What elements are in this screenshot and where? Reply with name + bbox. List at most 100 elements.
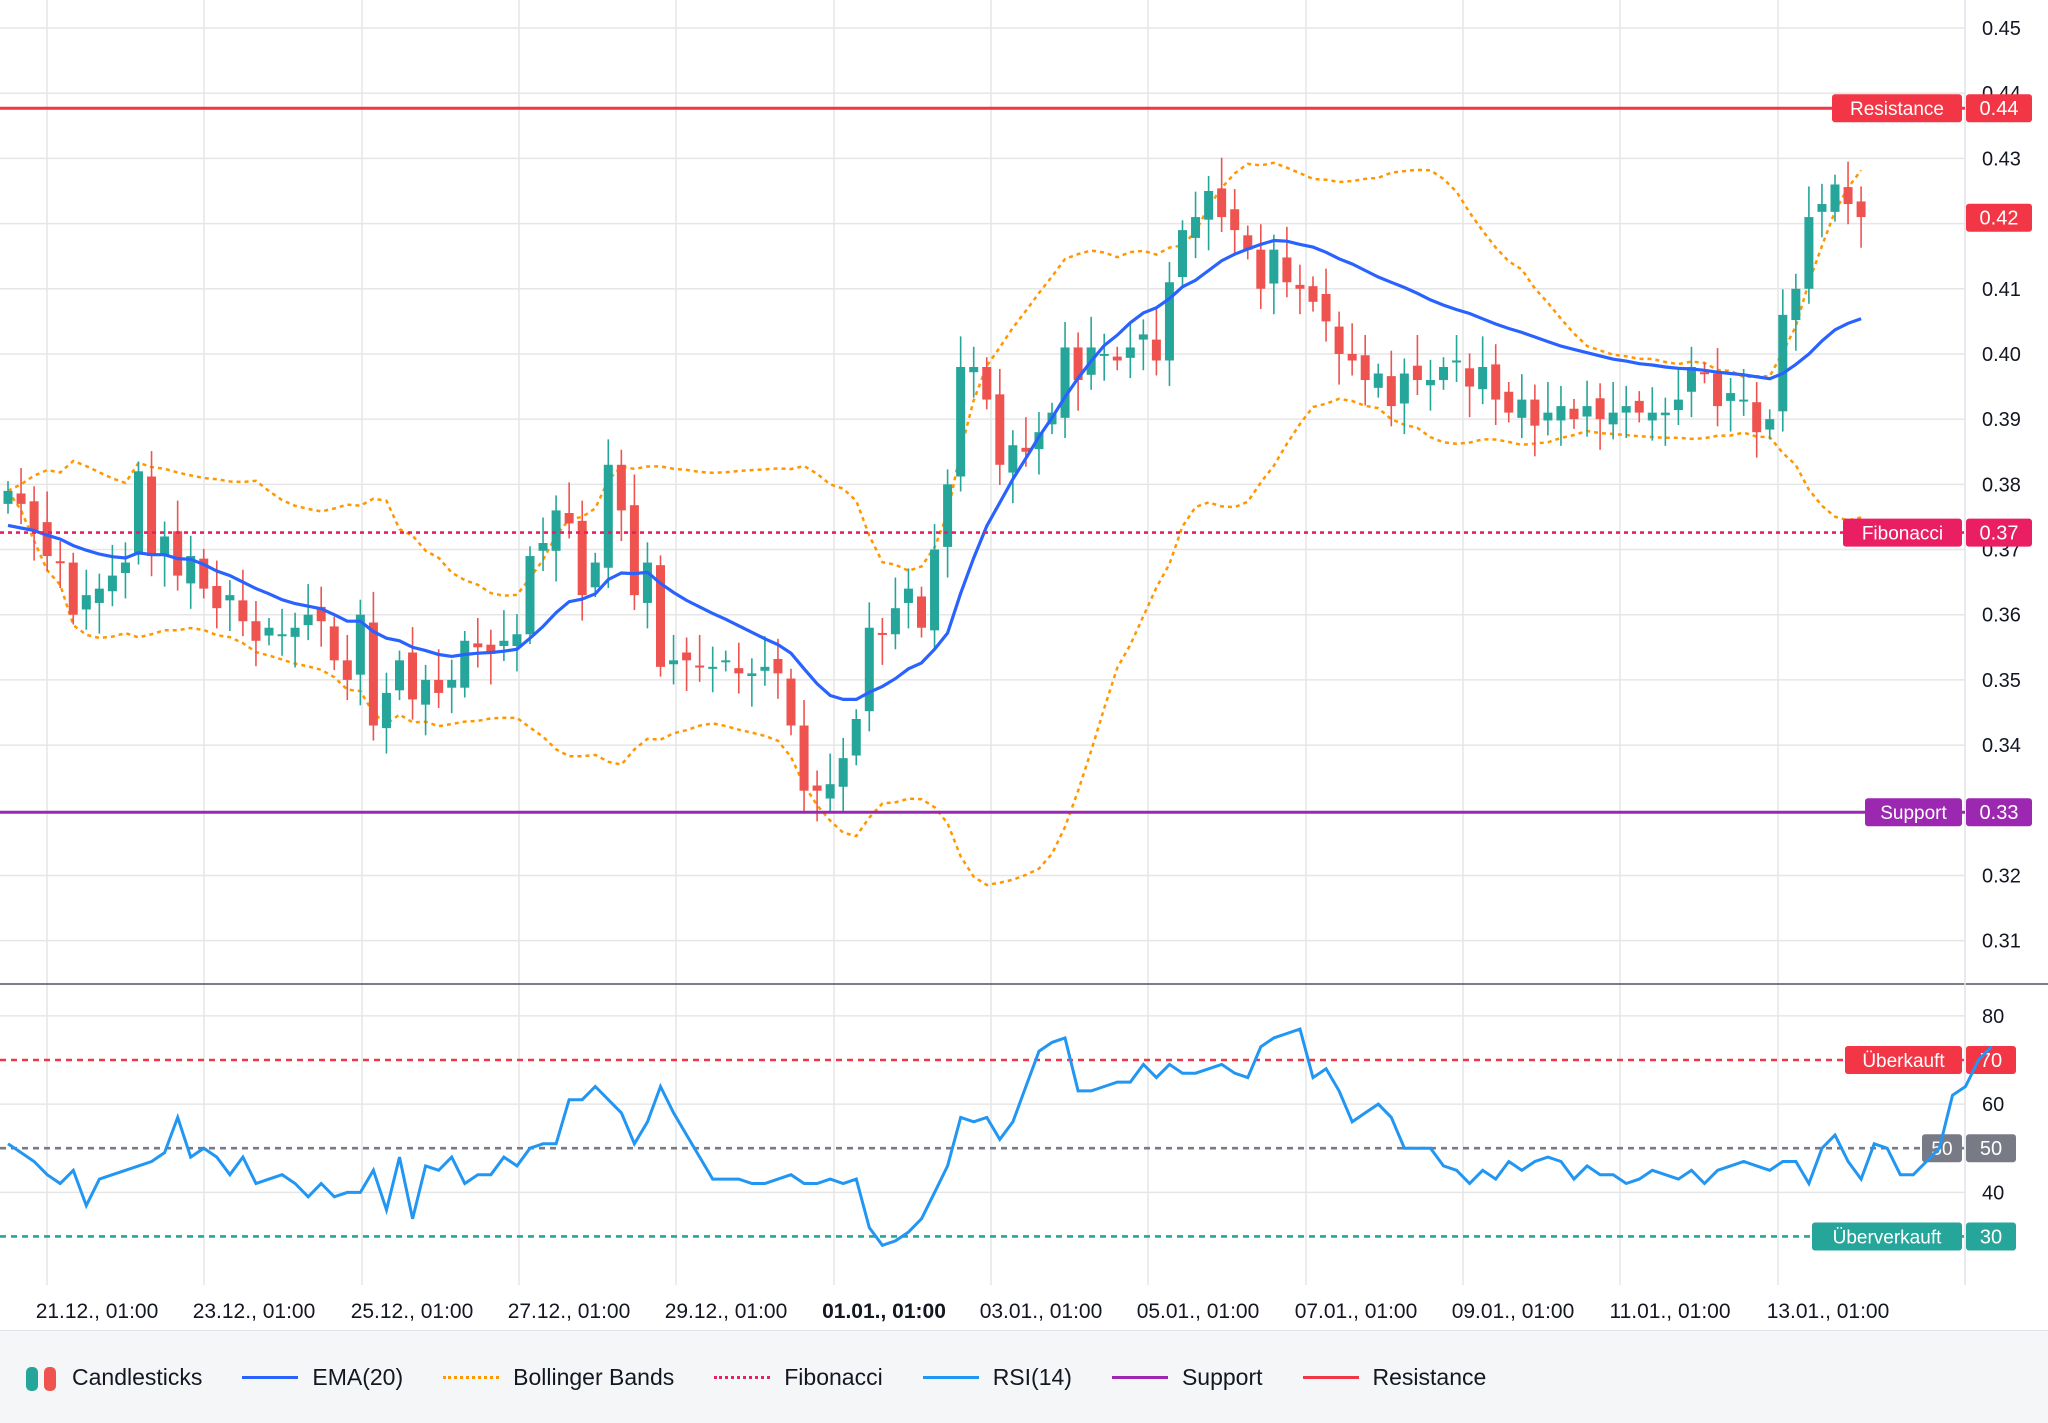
candle-body [1295, 284, 1305, 289]
legend-item-candlesticks[interactable]: Candlesticks [26, 1364, 202, 1391]
legend-label: Bollinger Bands [513, 1363, 675, 1390]
candle-body [1282, 257, 1292, 283]
time-label: 27.12., 01:00 [508, 1300, 631, 1323]
rsi-level-value-bg [1966, 1222, 2016, 1251]
candle-body [1439, 366, 1448, 381]
candle-body [1804, 217, 1814, 289]
time-label: 23.12., 01:00 [193, 1300, 316, 1323]
candle-body [447, 679, 457, 688]
candle-body [1504, 391, 1514, 413]
candle-body [1556, 406, 1566, 421]
legend-item-bollinger[interactable]: Bollinger Bands [443, 1364, 674, 1391]
candle-body [786, 678, 796, 726]
candle-body [1034, 432, 1044, 450]
time-label: 09.01., 01:00 [1452, 1300, 1575, 1323]
time-label: 05.01., 01:00 [1137, 1300, 1260, 1323]
candle-body [1830, 184, 1840, 212]
candle-body [290, 627, 300, 637]
candle-body [94, 588, 104, 603]
candle-body [1008, 445, 1018, 473]
legend-item-resistance[interactable]: Resistance [1302, 1363, 1487, 1391]
legend-item-fibonacci[interactable]: Fibonacci [714, 1363, 883, 1391]
candle-body [930, 549, 940, 631]
candle-body [1491, 364, 1501, 400]
bollinger-lower-line [6, 397, 1862, 887]
candle-body [773, 659, 783, 674]
candle-body [212, 586, 222, 609]
time-label: 13.01., 01:00 [1767, 1300, 1890, 1323]
candle-body [642, 562, 652, 603]
legend-label: Fibonacci [784, 1363, 883, 1390]
candle-body [1204, 190, 1214, 220]
candle-body [29, 501, 39, 530]
line-swatch-icon [922, 1367, 979, 1387]
candle-body [564, 513, 574, 524]
candle-body [264, 627, 274, 636]
rsi-tick-label: 60 [1982, 1094, 2004, 1116]
candle-body [1112, 356, 1122, 361]
trading-chart[interactable]: 21.12., 01:00 23.12., 01:00 25.12., 01:00 2… [0, 0, 2048, 1330]
candle-body [956, 366, 966, 477]
candle-body [355, 614, 365, 675]
level-value: 0.44 [1980, 98, 2019, 120]
chart-canvas[interactable]: 21.12., 01:00 23.12., 01:00 25.12., 01:00 2… [0, 0, 2048, 1330]
legend-item-support[interactable]: Support [1111, 1364, 1263, 1391]
level-label-name: Support [1880, 803, 1947, 824]
candle-body [473, 643, 483, 648]
rsi-level-value-bg [1966, 1134, 2016, 1163]
candle-body [1686, 366, 1696, 392]
candle-body [734, 668, 744, 674]
candle-body [1386, 376, 1396, 407]
time-label: 25.12., 01:00 [351, 1300, 474, 1323]
rsi-level-value: 70 [1980, 1050, 2002, 1072]
candle-body [421, 679, 431, 705]
legend-label: EMA(20) [312, 1363, 404, 1390]
candle-body [747, 673, 757, 676]
legend-item-ema[interactable]: EMA(20) [242, 1364, 403, 1391]
rsi-tick-label: 40 [1982, 1182, 2004, 1204]
candle-body [251, 621, 261, 641]
candle-body [1217, 188, 1227, 218]
last-price-value: 0.42 [1980, 208, 2019, 230]
rsi-level-label-name: 50 [1931, 1139, 1952, 1160]
candle-body [629, 505, 639, 596]
candle-body [1178, 230, 1187, 278]
level-value: 0.33 [1980, 802, 2019, 824]
candle-body [186, 556, 196, 584]
time-label: 01.01., 01:00 [822, 1300, 946, 1323]
candle-body [1399, 373, 1409, 404]
candle-body [943, 484, 953, 547]
candle-body [656, 565, 665, 667]
candle-body [1073, 347, 1083, 381]
candle-body [812, 785, 822, 791]
line-swatch-icon [1111, 1367, 1168, 1387]
candle-body [1230, 209, 1240, 231]
candle-body [342, 660, 352, 680]
candle-body [603, 464, 613, 568]
candle-body [721, 660, 731, 663]
candle-body [147, 476, 157, 557]
candle-body [134, 471, 143, 555]
candle-body [1791, 288, 1801, 321]
candle-body [1478, 366, 1488, 390]
candle-body [68, 562, 78, 615]
level-value-bg [1966, 798, 2032, 827]
candle-body [1739, 399, 1749, 402]
time-label: 29.12., 01:00 [665, 1300, 788, 1323]
candle-body [107, 575, 117, 592]
candle-body [1752, 402, 1762, 433]
dotted-line-swatch-icon [443, 1367, 500, 1387]
candle-body [708, 666, 718, 669]
legend-item-rsi[interactable]: RSI(14) [922, 1364, 1072, 1391]
price-tick-label: 0.36 [1982, 605, 2021, 627]
rsi-tick-label: 80 [1982, 1006, 2004, 1028]
price-tick-label: 0.39 [1982, 409, 2021, 431]
level-label-name: Resistance [1850, 99, 1944, 120]
last-price-bg [1966, 203, 2032, 232]
candle-body [1673, 399, 1683, 411]
legend-label: Resistance [1372, 1363, 1487, 1390]
candle-body [120, 562, 130, 573]
dotted-line-swatch-icon [714, 1367, 771, 1387]
candle-body [395, 660, 404, 691]
candle-body [173, 531, 183, 576]
